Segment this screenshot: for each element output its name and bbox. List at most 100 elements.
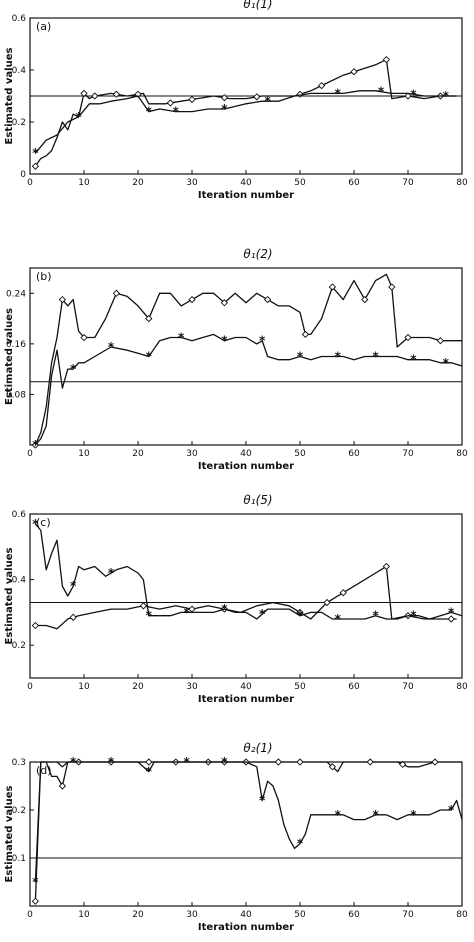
y-tick-label: 0.2 [12, 806, 26, 816]
diamond-marker [166, 99, 175, 107]
star-marker: * [32, 875, 39, 889]
diamond-marker [145, 758, 153, 766]
series-line [34, 58, 457, 167]
x-tick-label: 70 [402, 449, 414, 459]
star-marker: * [297, 837, 304, 851]
star-marker: * [443, 89, 450, 103]
chart-panel-3: θ₁(5) (c) 0 10 20 30 40 50 60 70 80 0.2 0.4 0.6 Iterat… [4, 493, 468, 705]
star-marker: * [183, 605, 190, 619]
x-tick-label: 30 [186, 910, 198, 920]
x-tick-label: 60 [348, 449, 360, 459]
star-marker: * [146, 765, 153, 779]
x-tick-label: 10 [78, 910, 90, 920]
x-tick-label: 30 [186, 178, 198, 188]
diamond-marker [339, 589, 347, 597]
x-tick-label: 60 [348, 682, 360, 692]
panel-title: θ₂(1) [243, 741, 272, 755]
diamond-marker [361, 295, 369, 304]
star-marker: * [448, 803, 455, 817]
y-tick-label: 0.6 [12, 14, 27, 24]
diamond-marker [188, 95, 196, 104]
x-tick-label: 70 [402, 910, 414, 920]
star-marker: * [183, 755, 190, 769]
x-tick-label: 40 [240, 682, 252, 692]
series-line [34, 333, 463, 446]
x-tick-label: 60 [348, 910, 360, 920]
diamond-marker [80, 89, 88, 98]
x-tick-label: 10 [78, 449, 90, 459]
star-marker: * [335, 86, 342, 100]
star-marker: * [410, 87, 417, 101]
star-marker: * [443, 356, 450, 370]
diamond-marker [188, 295, 196, 304]
y-tick-label: 0.24 [6, 289, 26, 299]
star-marker: * [297, 350, 304, 364]
diamond-marker [447, 615, 455, 623]
panel-tag: (c) [36, 516, 51, 529]
diamond-marker [220, 299, 229, 307]
diamond-marker [58, 782, 67, 790]
series-star: * * * * * * * * * * * * [32, 755, 463, 889]
diamond-marker [274, 758, 283, 766]
star-marker: * [410, 353, 417, 367]
star-marker: * [372, 609, 379, 623]
star-marker: * [378, 85, 385, 99]
diamond-marker [80, 333, 88, 342]
y-tick-label: 0.2 [12, 641, 26, 651]
panel-tag: (b) [36, 270, 52, 283]
x-tick-label: 30 [186, 449, 198, 459]
star-marker: * [108, 340, 115, 354]
y-tick-label: 0.16 [6, 340, 26, 350]
diamond-marker [382, 562, 391, 571]
diamond-marker [366, 758, 374, 766]
x-tick-label: 80 [456, 178, 468, 188]
x-tick-label: 0 [27, 910, 33, 920]
diamond-marker [328, 283, 337, 291]
x-tick-label: 40 [240, 178, 252, 188]
diamond-marker [31, 621, 40, 630]
series-diamond [31, 55, 457, 170]
star-marker: * [108, 566, 115, 580]
diamond-marker [139, 602, 148, 610]
y-tick-label: 0.3 [12, 758, 26, 768]
x-axis-label: Iteration number [198, 461, 294, 472]
diamond-marker [31, 162, 40, 170]
diamond-marker [404, 92, 412, 100]
y-tick-label: 0.08 [6, 390, 26, 400]
y-axis-label: Estimated values [4, 548, 15, 645]
diamond-marker [263, 295, 272, 304]
diamond-marker [91, 92, 99, 100]
star-marker: * [297, 609, 304, 623]
diamond-marker [31, 897, 40, 905]
diamond-marker [188, 605, 196, 613]
chart-panel-1: θ₁(1) (a) 0 10 20 30 40 50 60 70 80 0 0.2 0.4 0.6 Itera… [4, 0, 468, 201]
star-marker: * [32, 438, 39, 452]
panel-title: θ₁(1) [243, 0, 272, 11]
diamond-marker [220, 94, 229, 102]
star-marker: * [146, 609, 153, 623]
star-marker: * [221, 755, 228, 769]
diamond-marker [388, 283, 396, 291]
star-marker: * [335, 350, 342, 364]
series-line [35, 565, 457, 630]
diamond-marker [404, 333, 412, 342]
star-marker: * [32, 517, 39, 531]
x-tick-label: 0 [27, 449, 33, 459]
x-tick-label: 20 [132, 682, 144, 692]
x-axis-label: Iteration number [198, 694, 294, 705]
y-tick-label: 0.4 [12, 576, 27, 586]
star-marker: * [221, 602, 228, 616]
y-tick-label: 0.2 [12, 118, 26, 128]
y-tick-label: 0.1 [12, 854, 26, 864]
x-tick-label: 80 [456, 449, 468, 459]
star-marker: * [410, 609, 417, 623]
x-tick-label: 40 [240, 910, 252, 920]
star-marker: * [335, 808, 342, 822]
y-tick-label: 0.4 [12, 66, 27, 76]
plot-frame [29, 761, 463, 907]
diamond-marker [301, 330, 310, 339]
star-marker: * [70, 362, 77, 376]
star-marker: * [335, 612, 342, 626]
plot-frame [29, 513, 463, 679]
